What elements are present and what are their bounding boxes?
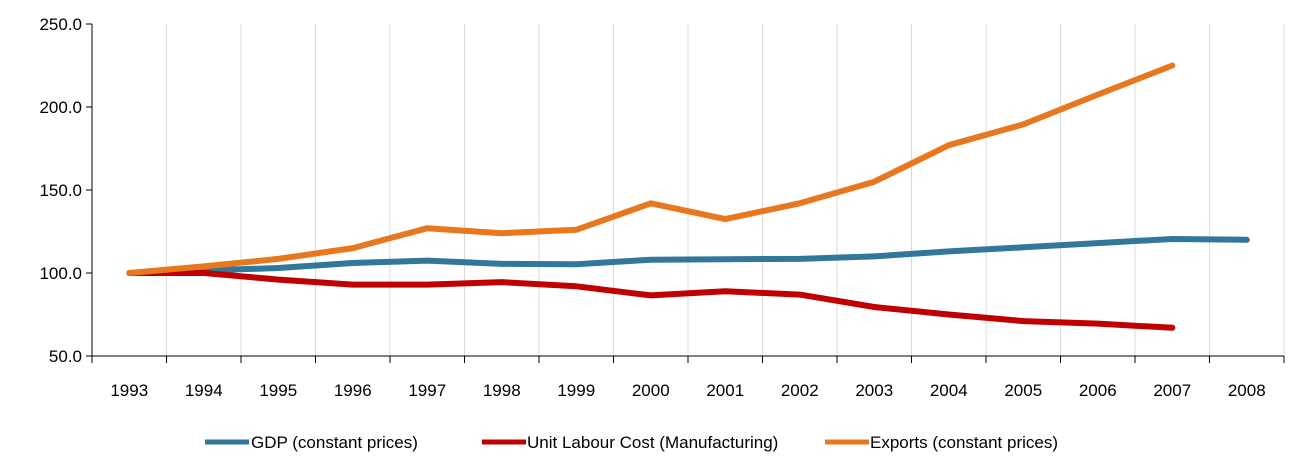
x-tick-label: 2003 — [855, 381, 893, 400]
legend-label-unit-labour-cost-manufacturing: Unit Labour Cost (Manufacturing) — [527, 433, 778, 452]
x-tick-label: 1993 — [110, 381, 148, 400]
data-series — [126, 62, 1250, 331]
y-tick-label: 250.0 — [39, 15, 82, 34]
x-tick-label: 2008 — [1228, 381, 1266, 400]
x-tick-label: 1997 — [408, 381, 446, 400]
series-line-exports-constant-prices — [126, 62, 1176, 276]
x-tick-label: 2006 — [1079, 381, 1117, 400]
x-tick-label: 1994 — [185, 381, 223, 400]
series-line-unit-labour-cost-manufacturing — [126, 270, 1176, 331]
y-tick-label: 150.0 — [39, 181, 82, 200]
x-tick-label: 2005 — [1004, 381, 1042, 400]
x-axis-tick-labels: 1993 1994 1995 1996 1997 1998 1999 2000 2001 2002… — [110, 381, 1265, 400]
x-tick-label: 2007 — [1153, 381, 1191, 400]
x-tick-label: 2004 — [930, 381, 968, 400]
legend-label-gdp-constant-prices: GDP (constant prices) — [251, 433, 418, 452]
chart-axes — [86, 23, 1285, 363]
y-axis-tick-labels: 250.0 200.0 150.0 100.0 50.0 — [39, 15, 82, 366]
x-tick-label: 2001 — [706, 381, 744, 400]
x-tick-label: 2002 — [781, 381, 819, 400]
series-line-gdp-constant-prices — [126, 236, 1250, 276]
legend-label-exports-constant-prices: Exports (constant prices) — [870, 433, 1058, 452]
x-tick-label: 1999 — [557, 381, 595, 400]
vertical-gridlines — [166, 24, 1285, 356]
y-tick-label: 200.0 — [39, 98, 82, 117]
x-tick-label: 1998 — [483, 381, 521, 400]
x-tick-label: 1995 — [259, 381, 297, 400]
y-tick-label: 100.0 — [39, 264, 82, 283]
legend: GDP (constant prices) Unit Labour Cost (M… — [205, 433, 1058, 452]
y-tick-label: 50.0 — [49, 347, 82, 366]
x-tick-label: 2000 — [632, 381, 670, 400]
x-tick-label: 1996 — [334, 381, 372, 400]
